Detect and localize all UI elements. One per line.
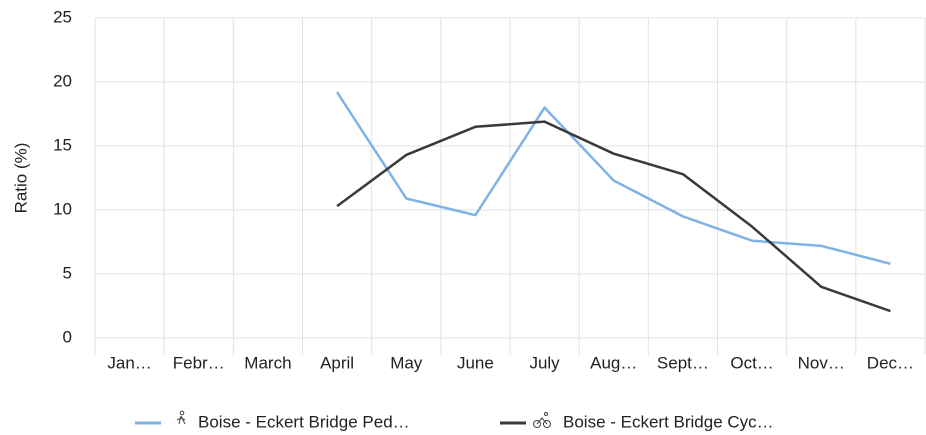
legend-icon bbox=[543, 420, 551, 428]
x-tick-label: Aug… bbox=[590, 353, 637, 372]
legend-label: Boise - Eckert Bridge Ped… bbox=[198, 412, 410, 431]
x-tick-label: May bbox=[390, 353, 423, 372]
legend-icon bbox=[179, 410, 185, 416]
series-line bbox=[336, 120, 891, 313]
legend-icon bbox=[533, 420, 541, 428]
x-tick-label: March bbox=[244, 353, 291, 372]
y-tick-label: 25 bbox=[53, 7, 72, 26]
legend-icon bbox=[536, 417, 548, 425]
y-axis-label: Ratio (%) bbox=[11, 143, 30, 214]
x-tick-label: Nov… bbox=[798, 353, 845, 372]
series-line bbox=[336, 91, 891, 265]
x-tick-label: July bbox=[529, 353, 560, 372]
y-tick-label: 5 bbox=[63, 263, 72, 282]
legend-icon bbox=[544, 412, 548, 416]
x-tick-label: June bbox=[457, 353, 494, 372]
x-tick-label: April bbox=[320, 353, 354, 372]
y-tick-label: 0 bbox=[63, 327, 72, 346]
y-tick-label: 20 bbox=[53, 71, 72, 90]
y-tick-label: 10 bbox=[53, 199, 72, 218]
x-tick-label: Jan… bbox=[107, 353, 151, 372]
legend-icon bbox=[176, 415, 186, 425]
x-tick-label: Sept… bbox=[657, 353, 709, 372]
x-tick-label: Oct… bbox=[730, 353, 773, 372]
x-tick-label: Febr… bbox=[173, 353, 225, 372]
legend-label: Boise - Eckert Bridge Cyc… bbox=[563, 412, 774, 431]
y-tick-label: 15 bbox=[53, 135, 72, 154]
x-tick-label: Dec… bbox=[867, 353, 914, 372]
